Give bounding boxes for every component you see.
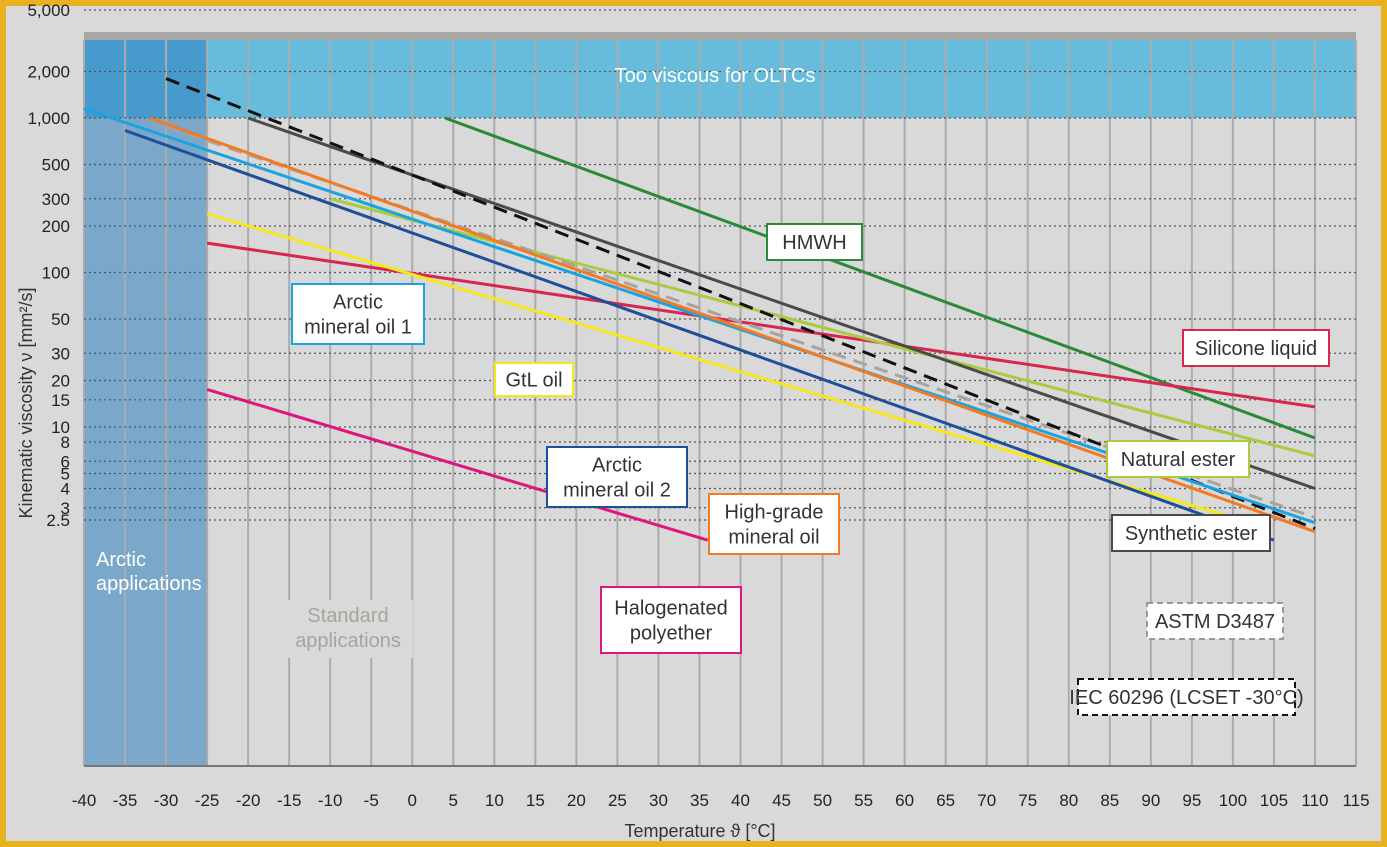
- y-tick-label: 15: [51, 391, 70, 410]
- y-tick-label: 20: [51, 371, 70, 390]
- legend-box-label: Synthetic ester: [1125, 523, 1258, 545]
- series-line: [247, 116, 1316, 490]
- y-tick-label: 500: [42, 156, 70, 175]
- series-line: [165, 77, 1316, 530]
- legend-box: [1106, 440, 1250, 478]
- x-tick-label: 105: [1260, 791, 1288, 810]
- legend-box-label: mineral oil 2: [563, 480, 671, 502]
- x-tick-label: -25: [195, 791, 220, 810]
- x-tick-label: -20: [236, 791, 261, 810]
- legend-box-label: Natural ester: [1121, 449, 1236, 471]
- y-tick-label: 2,000: [27, 62, 70, 81]
- x-tick-label: 65: [936, 791, 955, 810]
- legend-box: [291, 283, 425, 345]
- y-tick-label: 5,000: [27, 1, 70, 20]
- y-tick-label: 100: [42, 264, 70, 283]
- y-tick-label: 8: [61, 433, 70, 452]
- legend-box-label: GtL oil: [505, 370, 562, 392]
- legend-box-label: IEC 60296 (LCSET -30°C): [1069, 687, 1303, 709]
- legend-box: [1146, 602, 1284, 640]
- legend-box-label: Silicone liquid: [1195, 338, 1317, 360]
- standard-label: Standard: [307, 605, 388, 627]
- x-tick-label: -40: [72, 791, 97, 810]
- regions-layer: [84, 32, 1356, 766]
- standard-label: applications: [295, 630, 401, 652]
- x-tick-label: 100: [1219, 791, 1247, 810]
- y-tick-label: 10: [51, 418, 70, 437]
- series-line: [206, 241, 1316, 409]
- x-tick-label: 15: [526, 791, 545, 810]
- x-tick-label: 80: [1059, 791, 1078, 810]
- x-tick-label: 20: [567, 791, 586, 810]
- x-tick-label: 30: [649, 791, 668, 810]
- y-tick-label: 2.5: [46, 511, 70, 530]
- legend-box: [1182, 329, 1330, 367]
- legend-box: [600, 586, 742, 654]
- x-tick-label: -10: [318, 791, 343, 810]
- legend-box: [494, 362, 574, 397]
- series-line: [124, 129, 1275, 542]
- x-tick-label: 55: [854, 791, 873, 810]
- x-tick-label: 60: [895, 791, 914, 810]
- x-tick-label: 95: [1182, 791, 1201, 810]
- y-tick-label: 300: [42, 190, 70, 209]
- legend-box: [1077, 678, 1296, 716]
- series-line: [206, 388, 709, 542]
- legend-box-label: polyether: [630, 623, 713, 645]
- y-tick-label: 3: [61, 499, 70, 518]
- x-tick-label: 90: [1141, 791, 1160, 810]
- x-tick-label: -35: [113, 791, 138, 810]
- y-tick-label: 30: [51, 344, 70, 363]
- legend-box-label: Halogenated: [614, 598, 727, 620]
- x-tick-label: 25: [608, 791, 627, 810]
- x-tick-label: 75: [1018, 791, 1037, 810]
- x-tick-label: 45: [772, 791, 791, 810]
- legend-box-label: ASTM D3487: [1155, 611, 1275, 633]
- x-tick-label: 85: [1100, 791, 1119, 810]
- y-tick-label: 4: [61, 479, 70, 498]
- legend-box-label: High-grade: [725, 502, 824, 524]
- x-tick-label: 110: [1301, 791, 1328, 810]
- legend-box-label: mineral oil 1: [304, 317, 412, 339]
- legend-box-label: Arctic: [333, 292, 383, 314]
- y-tick-label: 5: [61, 465, 70, 484]
- y-tick-label: 1,000: [27, 109, 70, 128]
- y-tick-label: 6: [61, 452, 70, 471]
- standard-label-bg: [283, 600, 413, 658]
- x-tick-label: 115: [1342, 791, 1369, 810]
- x-tick-label: -15: [277, 791, 302, 810]
- legend-box: [1111, 514, 1271, 552]
- x-tick-label: -5: [364, 791, 379, 810]
- legend-box: [546, 446, 688, 508]
- legend-box: [766, 223, 863, 261]
- x-tick-label: 0: [408, 791, 417, 810]
- x-tick-label: -30: [154, 791, 179, 810]
- y-tick-label: 200: [42, 217, 70, 236]
- arctic-region: [84, 40, 208, 766]
- too-viscous-label: Too viscous for OLTCs: [615, 65, 816, 87]
- arctic-label: Arctic: [96, 549, 146, 571]
- x-tick-label: 10: [485, 791, 504, 810]
- x-tick-label: 35: [690, 791, 709, 810]
- x-tick-label: 5: [449, 791, 458, 810]
- y-axis-title: Kinematic viscosity ν [mm²/s]: [16, 287, 36, 518]
- arctic-label: applications: [96, 573, 202, 595]
- labels-layer: -40 -35 -30 -25 -20 -15 -10 -5 0 5 10 15 20 25 30 35 40 4…: [16, 1, 1370, 841]
- x-tick-label: 70: [977, 791, 996, 810]
- too-viscous-region: [84, 40, 1356, 118]
- x-tick-label: 50: [813, 791, 832, 810]
- legend-box: [708, 493, 840, 555]
- legend-box-label: Arctic: [592, 455, 642, 477]
- legend-box-label: HMWH: [782, 232, 846, 254]
- series-line: [206, 212, 1234, 519]
- y-tick-label: 50: [51, 310, 70, 329]
- header-strip: [84, 32, 1356, 40]
- x-tick-label: 40: [731, 791, 750, 810]
- legend-box-label: mineral oil: [728, 527, 819, 549]
- x-axis-title: Temperature ϑ [°C]: [624, 821, 775, 841]
